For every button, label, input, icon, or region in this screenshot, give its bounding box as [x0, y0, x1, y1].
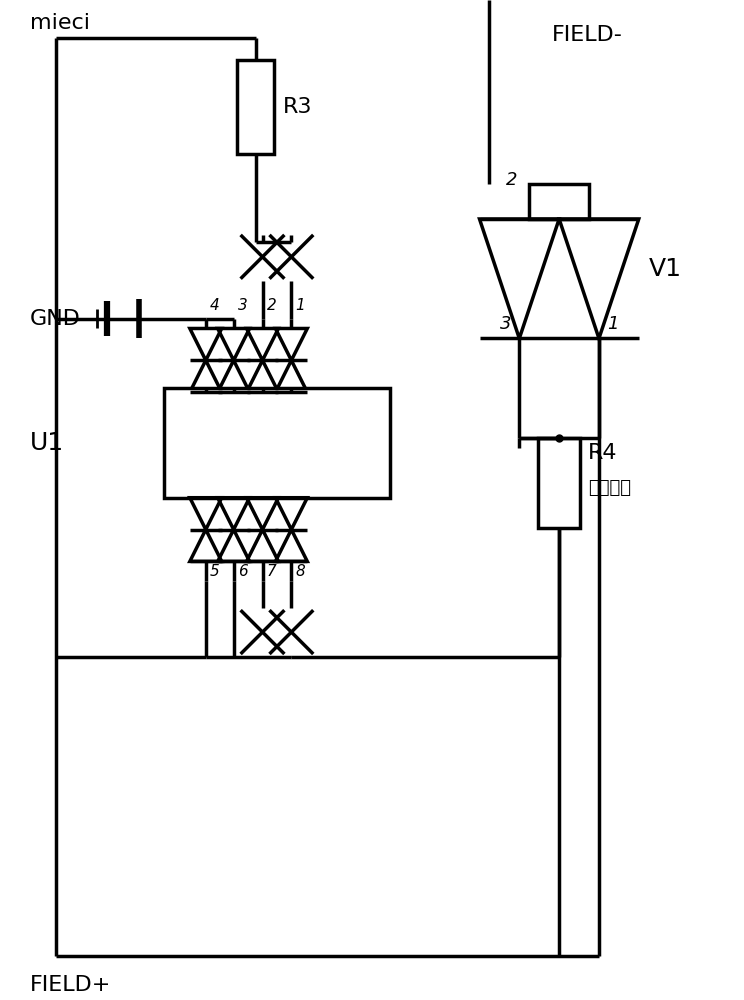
Text: FIELD+: FIELD+ — [30, 975, 111, 995]
Text: 8: 8 — [295, 564, 305, 579]
Bar — [237, 60, 275, 154]
Text: V1: V1 — [649, 257, 682, 281]
Bar — [529, 184, 589, 219]
Text: GND: GND — [30, 309, 80, 329]
Text: R3: R3 — [283, 97, 312, 117]
Text: mieci: mieci — [30, 13, 89, 33]
Text: 7: 7 — [266, 564, 276, 579]
Text: 1: 1 — [295, 298, 305, 313]
Text: 3: 3 — [237, 298, 247, 313]
Text: 4: 4 — [210, 298, 219, 313]
Text: 灭磁电阻: 灭磁电阻 — [588, 479, 631, 497]
Text: 2: 2 — [266, 298, 276, 313]
Text: R4: R4 — [588, 443, 618, 463]
Bar — [538, 438, 580, 528]
Text: U1: U1 — [30, 431, 64, 455]
Text: FIELD-: FIELD- — [552, 25, 623, 45]
Text: 2: 2 — [506, 171, 517, 189]
Text: 5: 5 — [210, 564, 219, 579]
Text: 3: 3 — [500, 315, 511, 333]
Text: 1: 1 — [607, 315, 618, 333]
Text: 6: 6 — [237, 564, 247, 579]
Bar — [164, 388, 390, 498]
